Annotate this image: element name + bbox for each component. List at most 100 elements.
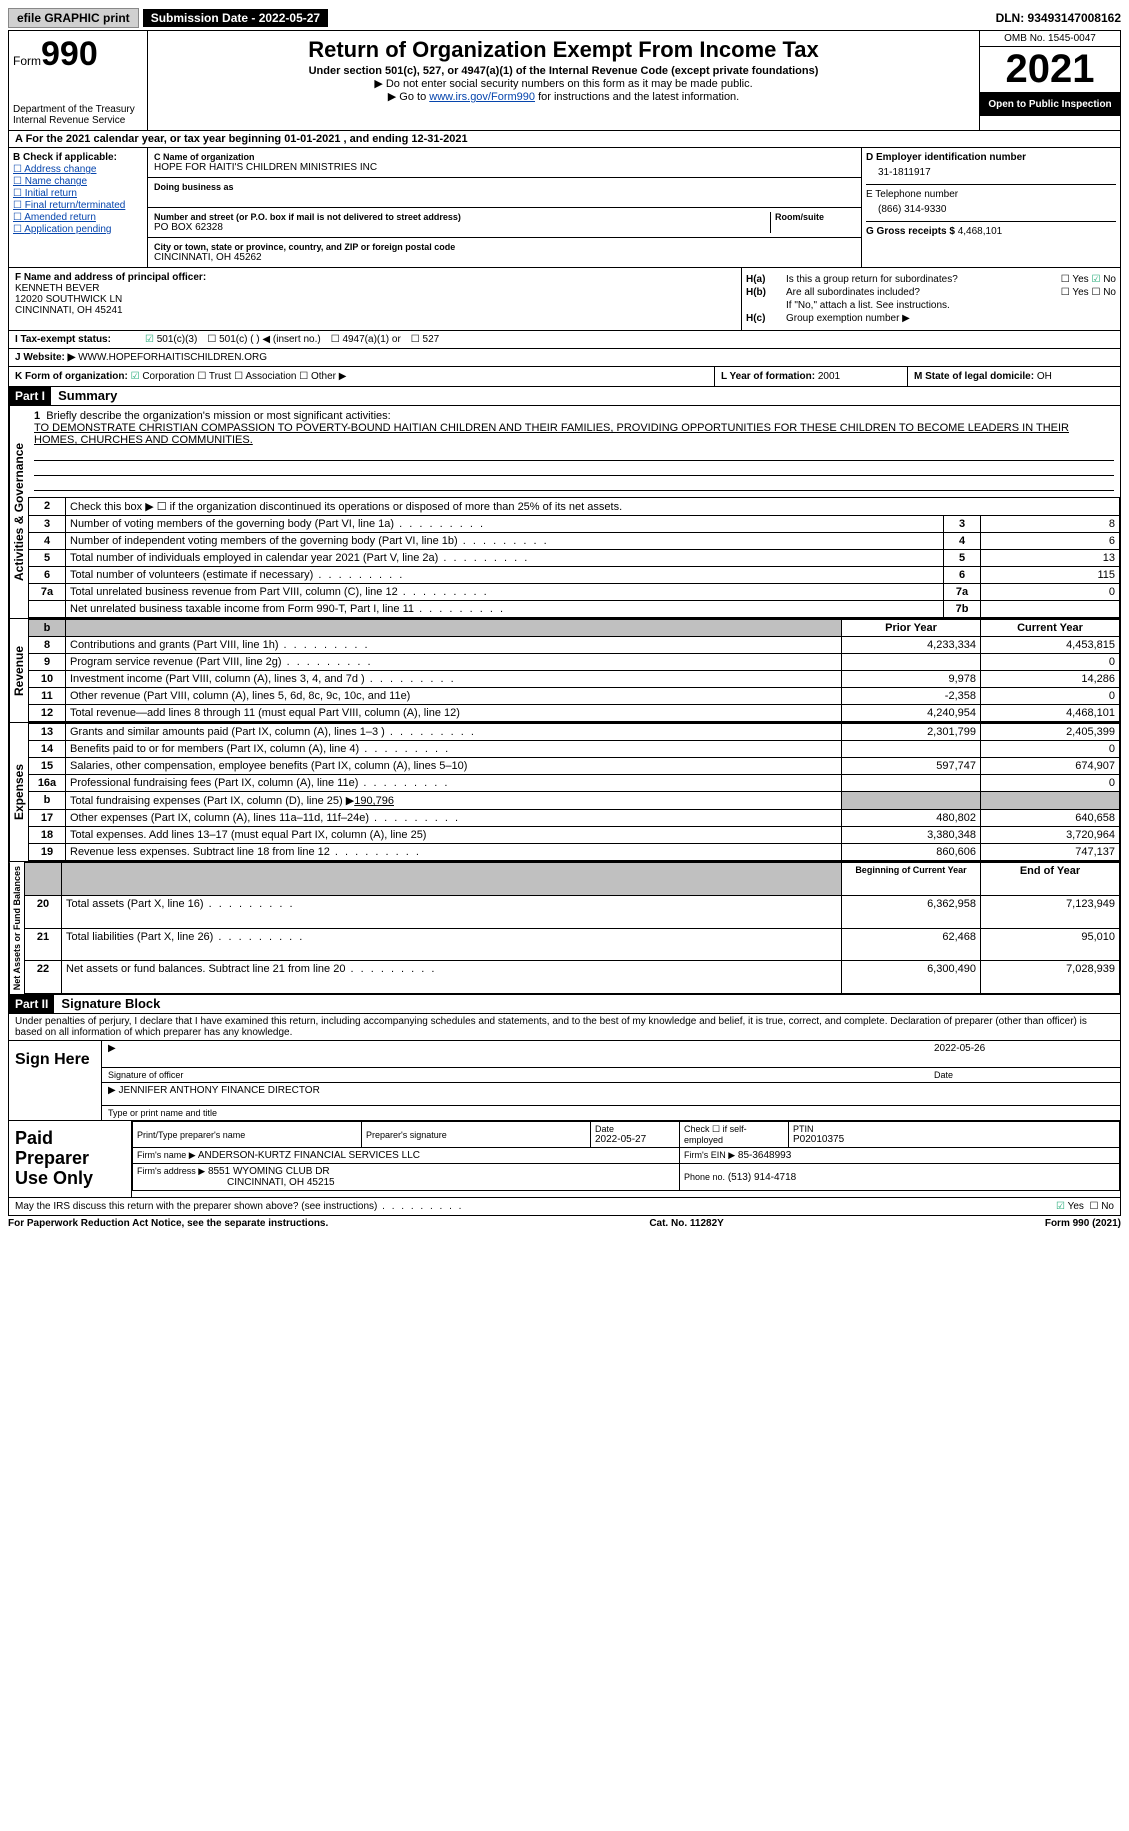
footer-right: Form 990 (2021): [1045, 1218, 1121, 1229]
m-label: M State of legal domicile:: [914, 371, 1034, 382]
prep-sig-label: Preparer's signature: [366, 1130, 586, 1140]
rev-l8: Contributions and grants (Part VIII, lin…: [66, 637, 842, 654]
signer-name-label: Type or print name and title: [102, 1106, 1120, 1120]
ein-value: 31-1811917: [866, 163, 1116, 178]
sig-date-label: Date: [934, 1070, 1114, 1080]
section-deg: D Employer identification number 31-1811…: [862, 148, 1120, 267]
rev-l10: Investment income (Part VIII, column (A)…: [66, 671, 842, 688]
k-other: Other ▶: [311, 371, 346, 382]
efile-print-button[interactable]: efile GRAPHIC print: [8, 8, 139, 28]
dba-label: Doing business as: [154, 182, 855, 192]
exp-p16a: [842, 775, 981, 792]
rev-c8: 4,453,815: [981, 637, 1120, 654]
open-inspection: Open to Public Inspection: [980, 93, 1120, 116]
part2-header: Part II Signature Block: [8, 995, 1121, 1014]
k-corp: Corporation: [142, 371, 194, 382]
footer-mid: Cat. No. 11282Y: [649, 1218, 723, 1229]
hdr-prior: Prior Year: [842, 620, 981, 637]
firm-addr-label: Firm's address ▶: [137, 1166, 205, 1176]
v6: 115: [981, 567, 1120, 584]
c-name-label: C Name of organization: [154, 152, 855, 162]
rev-p9: [842, 654, 981, 671]
part1-header: Part I Summary: [8, 387, 1121, 406]
exp-p15: 597,747: [842, 758, 981, 775]
line2: Check this box ▶ ☐ if the organization d…: [66, 498, 1120, 516]
part2-num: Part II: [9, 995, 54, 1013]
na-b21: 62,468: [842, 928, 981, 961]
exp-c15: 674,907: [981, 758, 1120, 775]
self-employed: Check ☐ if self-employed: [680, 1122, 789, 1148]
chk-address-change[interactable]: Address change: [13, 164, 143, 175]
exp-c13: 2,405,399: [981, 724, 1120, 741]
rev-c12: 4,468,101: [981, 705, 1120, 722]
net-assets-section: Net Assets or Fund Balances Beginning of…: [8, 862, 1121, 995]
h-b-question: Are all subordinates included?: [786, 287, 1061, 298]
top-bar: efile GRAPHIC print Submission Date - 20…: [8, 8, 1121, 28]
rev-c10: 14,286: [981, 671, 1120, 688]
sig-date: 2022-05-26: [934, 1043, 1114, 1065]
exp-l16a: Professional fundraising fees (Part IX, …: [66, 775, 842, 792]
exp-l18: Total expenses. Add lines 13–17 (must eq…: [66, 827, 842, 844]
form-header: Form990 Department of the Treasury Inter…: [8, 30, 1121, 131]
firm-addr1: 8551 WYOMING CLUB DR: [208, 1166, 330, 1177]
exp-c18: 3,720,964: [981, 827, 1120, 844]
org-city: CINCINNATI, OH 45262: [154, 252, 855, 263]
h-b-label: H(b): [746, 287, 786, 298]
na-l20: Total assets (Part X, line 16): [62, 895, 842, 928]
rev-c9: 0: [981, 654, 1120, 671]
line7a: Total unrelated business revenue from Pa…: [66, 584, 944, 601]
j-label: J Website: ▶: [15, 352, 75, 363]
discuss-row: May the IRS discuss this return with the…: [8, 1198, 1121, 1216]
na-e22: 7,028,939: [981, 961, 1120, 994]
exp-p14: [842, 741, 981, 758]
vtab-expenses: Expenses: [9, 723, 28, 861]
chk-app-pending[interactable]: Application pending: [13, 224, 143, 235]
paid-title: Paid Preparer Use Only: [9, 1121, 132, 1196]
footer: For Paperwork Reduction Act Notice, see …: [8, 1216, 1121, 1231]
l-label: L Year of formation:: [721, 371, 815, 382]
m-value: OH: [1037, 371, 1052, 382]
section-c: C Name of organization HOPE FOR HAITI'S …: [148, 148, 862, 267]
exp-c16a: 0: [981, 775, 1120, 792]
part1-num: Part I: [9, 387, 51, 405]
expenses-section: Expenses 13Grants and similar amounts pa…: [8, 723, 1121, 862]
line6: Total number of volunteers (estimate if …: [66, 567, 944, 584]
section-fh: F Name and address of principal officer:…: [8, 268, 1121, 331]
exp-l16b: Total fundraising expenses (Part IX, col…: [66, 792, 842, 810]
exp-l19: Revenue less expenses. Subtract line 18 …: [66, 844, 842, 861]
omb-number: OMB No. 1545-0047: [980, 31, 1120, 47]
org-name: HOPE FOR HAITI'S CHILDREN MINISTRIES INC: [154, 162, 855, 173]
revenue-section: Revenue bPrior YearCurrent Year 8Contrib…: [8, 619, 1121, 723]
org-address: PO BOX 62328: [154, 222, 766, 233]
chk-final-return[interactable]: Final return/terminated: [13, 200, 143, 211]
gross-label: G Gross receipts $: [866, 226, 955, 237]
note-ssn: ▶ Do not enter social security numbers o…: [152, 77, 975, 90]
summary-lines-table: 2Check this box ▶ ☐ if the organization …: [28, 497, 1120, 618]
exp-p17: 480,802: [842, 810, 981, 827]
prep-date-label: Date: [595, 1124, 675, 1134]
b-title: B Check if applicable:: [13, 152, 143, 163]
dept-treasury: Department of the Treasury Internal Reve…: [13, 104, 143, 126]
officer-addr2: CINCINNATI, OH 45241: [15, 305, 735, 316]
exp-p18: 3,380,348: [842, 827, 981, 844]
chk-name-change[interactable]: Name change: [13, 176, 143, 187]
mission-text: TO DEMONSTRATE CHRISTIAN COMPASSION TO P…: [34, 422, 1069, 446]
chk-amended-return[interactable]: Amended return: [13, 212, 143, 223]
line4: Number of independent voting members of …: [66, 533, 944, 550]
irs-link[interactable]: www.irs.gov/Form990: [429, 91, 535, 103]
i-label: I Tax-exempt status:: [15, 334, 135, 345]
chk-initial-return[interactable]: Initial return: [13, 188, 143, 199]
i-4947: 4947(a)(1) or: [331, 334, 401, 345]
ein-label: D Employer identification number: [866, 152, 1116, 163]
exp-l14: Benefits paid to or for members (Part IX…: [66, 741, 842, 758]
i-501c3: 501(c)(3): [145, 334, 197, 345]
firm-addr2: CINCINNATI, OH 45215: [227, 1177, 335, 1188]
row-i-status: I Tax-exempt status: 501(c)(3) 501(c) ( …: [8, 331, 1121, 349]
note2-pre: ▶ Go to: [388, 91, 429, 103]
line3: Number of voting members of the governin…: [66, 516, 944, 533]
k-assoc: Association: [245, 371, 296, 382]
prep-name-label: Print/Type preparer's name: [137, 1130, 357, 1140]
addr-label: Number and street (or P.O. box if mail i…: [154, 212, 766, 222]
form-subtitle: Under section 501(c), 527, or 4947(a)(1)…: [152, 65, 975, 77]
section-a-period: A For the 2021 calendar year, or tax yea…: [8, 131, 1121, 148]
